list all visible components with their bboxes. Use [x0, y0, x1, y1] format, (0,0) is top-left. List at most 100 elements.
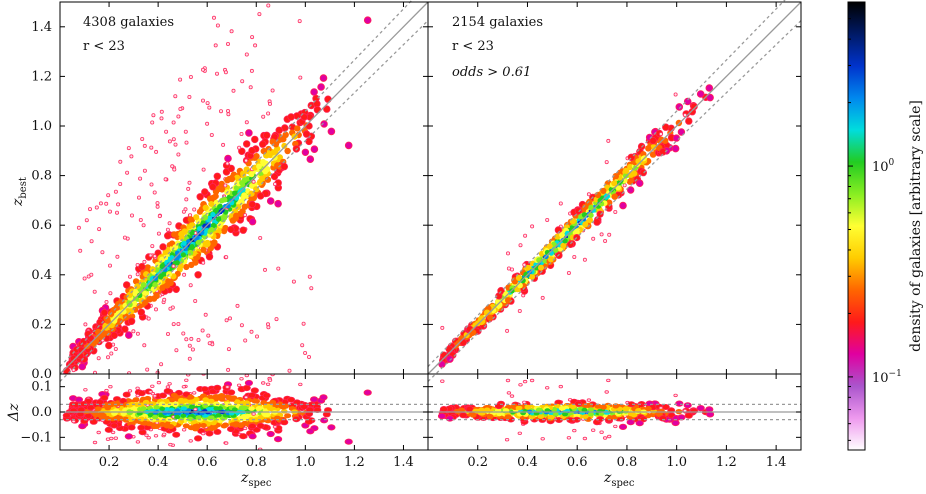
- density-mark: [520, 277, 526, 284]
- colorbar-label: density of galaxies [arbitrary scale]: [908, 100, 924, 352]
- density-mark: [649, 151, 657, 158]
- density-mark: [98, 382, 101, 385]
- density-mark: [650, 144, 657, 151]
- density-mark: [138, 176, 143, 181]
- density-mark: [261, 114, 266, 119]
- density-mark: [188, 75, 193, 80]
- density-points-right-bottom: [437, 378, 715, 442]
- density-mark: [190, 385, 193, 388]
- density-mark: [259, 175, 266, 182]
- density-mark: [226, 367, 231, 372]
- density-mark: [228, 175, 236, 183]
- x-tick-label: 1.0: [666, 455, 687, 470]
- density-mark: [136, 195, 141, 200]
- residual-mark: [587, 407, 595, 412]
- density-mark: [248, 217, 257, 226]
- density-mark: [545, 217, 550, 222]
- density-mark: [201, 260, 206, 265]
- axis-ticks: [60, 2, 801, 450]
- residual-mark: [193, 407, 198, 411]
- density-mark: [218, 109, 223, 114]
- residual-mark: [83, 388, 88, 392]
- density-mark: [478, 319, 485, 326]
- residual-mark: [119, 397, 128, 404]
- density-mark: [611, 180, 618, 187]
- residual-mark: [174, 414, 181, 420]
- residual-mark: [104, 405, 112, 411]
- residual-mark: [439, 405, 448, 413]
- residual-mark: [133, 402, 141, 407]
- annotation-left-count: 4308 galaxies: [83, 15, 174, 30]
- residual-mark: [522, 379, 528, 384]
- residual-mark: [177, 419, 185, 424]
- residual-mark: [169, 407, 175, 412]
- residual-mark: [187, 394, 195, 400]
- residual-mark: [113, 436, 118, 440]
- y-tick-label-bottom: 0.0: [31, 405, 52, 420]
- density-mark: [216, 216, 222, 222]
- upper-band-line: [59, 0, 413, 368]
- density-mark: [566, 270, 571, 275]
- reference-lines: [59, 0, 802, 421]
- residual-mark: [587, 412, 595, 417]
- density-mark: [281, 142, 288, 149]
- x-tick-label: 1.2: [716, 455, 737, 470]
- y-axis-title-bottom: Δz: [6, 403, 22, 422]
- residual-mark: [690, 407, 699, 414]
- density-mark: [677, 128, 686, 136]
- density-mark: [86, 274, 91, 279]
- density-mark: [129, 441, 132, 444]
- density-mark: [126, 146, 131, 151]
- y-tick-label: 1.2: [31, 69, 52, 84]
- residual-mark: [226, 426, 235, 433]
- density-mark: [574, 207, 583, 215]
- density-mark: [170, 164, 175, 169]
- density-mark: [142, 299, 149, 306]
- residual-mark: [658, 408, 665, 414]
- residual-mark: [684, 412, 693, 419]
- density-mark: [165, 331, 170, 336]
- density-mark: [129, 213, 134, 218]
- density-mark: [113, 346, 118, 351]
- density-mark: [287, 113, 295, 121]
- density-mark: [241, 192, 248, 199]
- density-mark: [245, 129, 253, 137]
- y-tick-label: 0.8: [31, 169, 52, 184]
- density-mark: [505, 328, 510, 333]
- density-mark: [214, 71, 219, 76]
- residual-mark: [96, 399, 105, 406]
- density-mark: [150, 244, 155, 249]
- residual-mark: [159, 406, 166, 411]
- y-tick-label: 0.4: [31, 268, 52, 283]
- density-mark: [146, 316, 151, 321]
- density-mark: [84, 439, 87, 442]
- density-mark: [613, 209, 618, 214]
- density-mark: [142, 290, 148, 297]
- density-mark: [100, 309, 109, 317]
- density-mark: [363, 16, 372, 25]
- density-mark: [690, 102, 698, 111]
- residual-mark: [627, 411, 635, 417]
- residual-mark: [262, 392, 271, 399]
- density-mark: [108, 209, 113, 214]
- density-mark: [181, 209, 186, 214]
- y-tick-label: 0.0: [31, 367, 52, 382]
- density-mark: [586, 192, 591, 197]
- residual-mark: [552, 412, 559, 417]
- residual-mark: [644, 406, 652, 412]
- density-mark: [310, 88, 318, 96]
- residual-mark: [122, 416, 130, 422]
- density-mark: [100, 331, 107, 338]
- density-mark: [106, 355, 111, 360]
- density-mark: [440, 325, 445, 330]
- density-mark: [121, 325, 129, 333]
- density-mark: [180, 252, 186, 258]
- density-mark: [224, 255, 229, 260]
- residual-mark: [165, 385, 171, 389]
- density-mark: [168, 306, 173, 311]
- density-mark: [213, 43, 218, 48]
- density-mark: [248, 85, 253, 90]
- density-mark: [223, 183, 228, 188]
- density-mark: [705, 84, 714, 92]
- residual-mark: [613, 424, 618, 429]
